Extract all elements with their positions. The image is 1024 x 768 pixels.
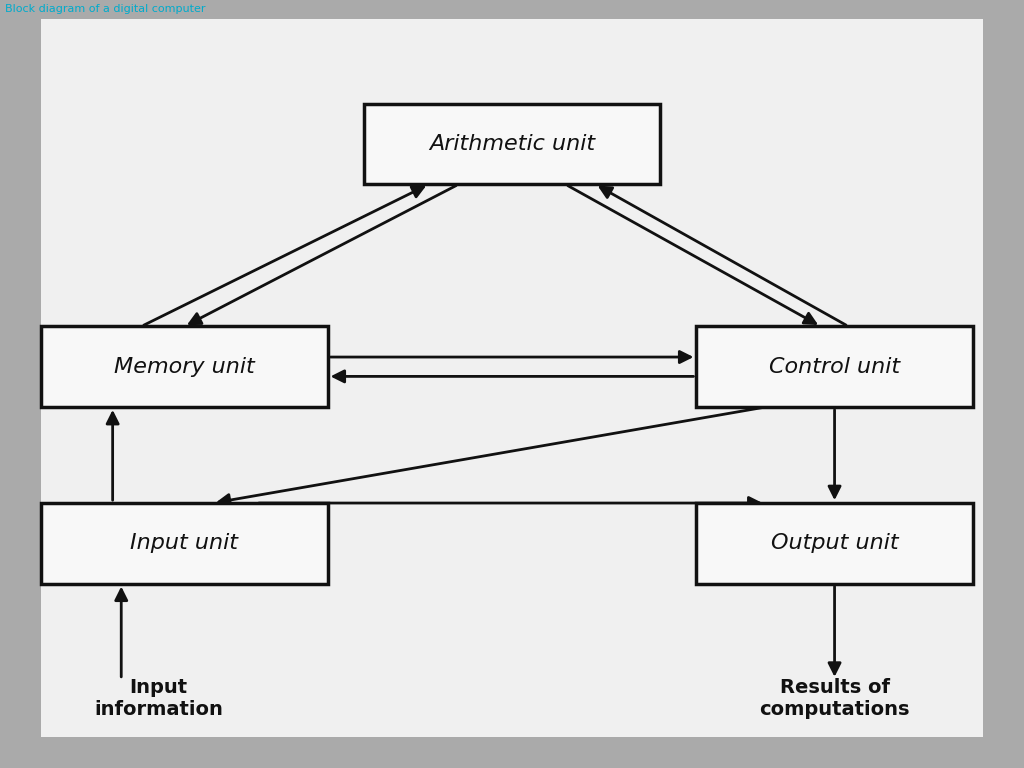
- Bar: [364, 104, 660, 184]
- Bar: [41, 503, 328, 584]
- Text: Input unit: Input unit: [130, 533, 239, 554]
- Bar: [696, 503, 973, 584]
- Text: Results of
computations: Results of computations: [760, 678, 909, 720]
- Bar: [41, 326, 328, 407]
- Text: Block diagram of a digital computer: Block diagram of a digital computer: [5, 4, 206, 14]
- Text: Input
information: Input information: [94, 678, 223, 720]
- Text: Memory unit: Memory unit: [114, 356, 255, 377]
- Text: Output unit: Output unit: [771, 533, 898, 554]
- Bar: [696, 326, 973, 407]
- Text: Control unit: Control unit: [769, 356, 900, 377]
- Text: Arithmetic unit: Arithmetic unit: [429, 134, 595, 154]
